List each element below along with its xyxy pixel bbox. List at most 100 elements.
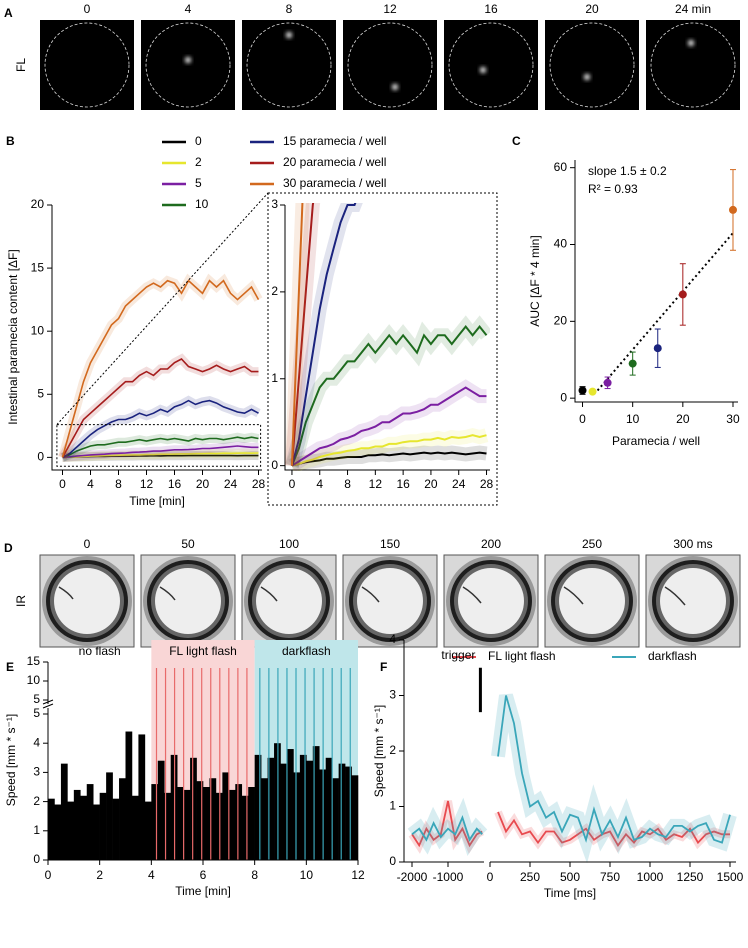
axes (403, 640, 736, 863)
region-label: FL light flash (169, 644, 237, 658)
fluorescence-spot (480, 67, 486, 73)
speed-bar (241, 795, 249, 860)
speed-bar (80, 795, 88, 860)
x-tick-label: 20 (676, 412, 690, 426)
panel-letter: D (4, 541, 13, 555)
legend-label: 20 paramecia / well (283, 155, 386, 169)
legend-label: 10 (195, 197, 209, 211)
y-tick-label: 0 (560, 390, 567, 404)
y-tick-label: 1 (271, 371, 278, 385)
annotation: slope 1.5 ± 0.2 (588, 164, 667, 178)
series-line (291, 386, 487, 467)
fl-image (646, 20, 740, 110)
point (628, 359, 637, 368)
well-floor (559, 568, 625, 634)
speed-bar (261, 778, 268, 860)
well-floor (54, 568, 120, 634)
y-tick-label: 20 (31, 197, 45, 211)
speed-bar (299, 754, 307, 860)
x-tick-label: 30 (726, 412, 740, 426)
x-tick-label: 24 (224, 477, 238, 491)
legend-label: 15 paramecia / well (283, 134, 386, 148)
larva (664, 586, 686, 606)
speed-bar (332, 778, 339, 860)
y-tick-label: 2 (33, 794, 40, 808)
y-tick-label: 3 (271, 197, 278, 211)
x-tick-label: 4 (316, 477, 323, 491)
y-tick-label: 0 (37, 450, 44, 464)
y-tick-label: 0 (389, 854, 396, 868)
time-label: 150 (380, 537, 400, 551)
y-tick-label: 4 (33, 735, 40, 749)
time-label: 0 (84, 2, 91, 16)
point (588, 387, 597, 396)
larva (260, 586, 278, 602)
series-line (290, 324, 488, 467)
fluorescence-spot (286, 32, 292, 38)
point (653, 344, 662, 353)
well-outline (347, 22, 433, 108)
legend-label: 2 (195, 155, 202, 169)
x-tick-label: 28 (480, 477, 494, 491)
well-outline (650, 22, 736, 108)
speed-bar (151, 784, 159, 860)
time-label: 4 (185, 2, 192, 16)
x-tick-label: 0 (45, 868, 52, 882)
y-tick-label: 1 (33, 823, 40, 837)
speed-bar (338, 763, 346, 860)
point (728, 205, 737, 214)
speed-bar (254, 754, 262, 860)
y-axis-title: Speed [mm * s⁻¹] (372, 705, 386, 797)
fit-line (596, 232, 734, 392)
speed-bar (209, 778, 217, 860)
fl-image (444, 20, 538, 110)
y-tick-label: 3 (33, 765, 40, 779)
y-tick-label: 4 (389, 632, 396, 646)
y-tick-label: 20 (554, 314, 568, 328)
x-tick-label: 0 (487, 870, 494, 884)
annotation: R² = 0.93 (588, 182, 638, 196)
axes (574, 160, 738, 403)
time-label: 50 (181, 537, 195, 551)
speed-bar (106, 772, 113, 860)
series-line (62, 445, 259, 459)
larva (462, 586, 482, 604)
time-label: 8 (286, 2, 293, 16)
trigger-label: trigger (441, 648, 475, 662)
larva (563, 586, 584, 605)
panel-letter: A (4, 6, 13, 20)
y-tick-label: 0 (33, 852, 40, 866)
well-floor (256, 568, 322, 634)
y-axis-title: Intestinal paramecia content [ΔF] (6, 249, 20, 424)
x-tick-label: 0 (59, 477, 66, 491)
time-label: 16 (484, 2, 498, 16)
well-outline (246, 22, 332, 108)
speed-bar (54, 804, 62, 860)
x-tick-label: 8 (115, 477, 122, 491)
panel-letter: C (512, 134, 521, 148)
zoom-connector (56, 192, 269, 425)
speed-bar (280, 763, 288, 860)
larva (58, 586, 74, 600)
speed-bar (144, 801, 152, 860)
well-outline (44, 22, 130, 108)
x-axis-title: Time [min] (129, 494, 185, 508)
fluorescence-spot (185, 57, 191, 63)
axes (51, 205, 262, 471)
series-line (290, 203, 357, 466)
x-tick-label: 16 (396, 477, 410, 491)
speed-bar (306, 760, 314, 860)
speed-bar (67, 801, 75, 860)
well-floor (458, 568, 524, 634)
x-tick-label: 12 (351, 868, 365, 882)
series-line (411, 695, 731, 844)
x-tick-label: 0 (289, 477, 296, 491)
speed-bar (351, 775, 359, 860)
speed-bar (157, 760, 165, 860)
y-tick-label: 3 (389, 688, 396, 702)
x-axis-title: Paramecia / well (612, 434, 700, 448)
region-label: no flash (79, 644, 121, 658)
y-tick-label: 15 (27, 654, 41, 668)
series-line (62, 452, 259, 459)
